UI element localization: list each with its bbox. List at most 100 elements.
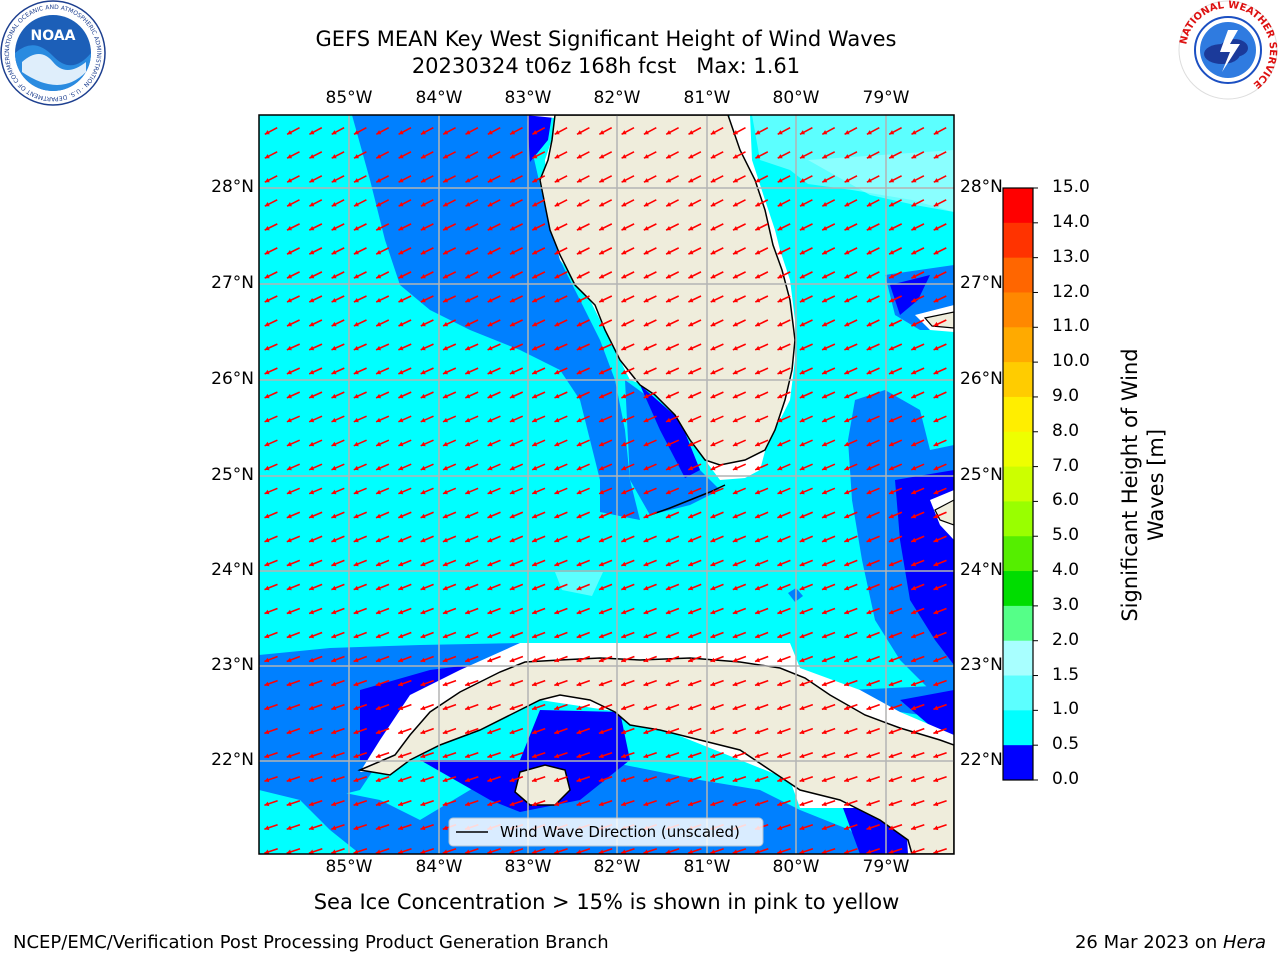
wind-arrow (710, 151, 724, 159)
wind-arrow (442, 367, 457, 375)
wind-arrow (620, 655, 635, 663)
wind-arrow (777, 800, 791, 807)
wind-arrow (621, 487, 635, 495)
wind-arrow (910, 535, 925, 543)
wind-arrow (509, 391, 524, 399)
wind-arrow (442, 247, 457, 255)
wind-arrow (665, 751, 680, 759)
wind-arrow (353, 415, 367, 423)
wind-arrow (353, 607, 367, 615)
wind-arrow (375, 343, 390, 351)
colorbar-label-line2: Waves [m] (1144, 428, 1168, 542)
wind-arrow (531, 439, 546, 447)
wind-arrow (598, 751, 613, 759)
wind-arrow (821, 607, 836, 615)
wind-arrow (911, 175, 925, 183)
wind-arrow (286, 800, 301, 807)
wind-arrow (643, 775, 657, 783)
wind-arrow (621, 175, 635, 183)
wind-arrow (777, 679, 791, 687)
wind-arrow (308, 751, 323, 759)
wind-arrow (866, 319, 880, 327)
wind-arrow (598, 295, 613, 303)
land-florida (539, 115, 796, 466)
wind-arrow (598, 559, 613, 567)
wind-arrow (308, 415, 323, 423)
wind-arrow (442, 775, 457, 783)
colorbar-segment (1003, 640, 1033, 677)
wind-arrow (397, 703, 412, 711)
wind-arrow (621, 367, 635, 375)
wind-arrow (933, 463, 947, 471)
colorbar-tick-label: 0.5 (1052, 734, 1080, 755)
wind-arrow (331, 487, 345, 495)
wind-arrow (799, 559, 813, 567)
wind-arrow (442, 511, 457, 519)
wind-arrow (732, 319, 746, 327)
wind-arrow (754, 343, 769, 351)
wind-arrow (643, 800, 657, 807)
wind-arrow (643, 487, 657, 495)
wind-arrow (821, 463, 836, 471)
colorbar-tick-label: 6.0 (1052, 490, 1080, 511)
wind-arrow (576, 679, 591, 687)
wind-arrow (911, 223, 925, 231)
wind-arrow (598, 800, 613, 807)
wind-arrow (643, 319, 657, 327)
wind-arrow (643, 463, 657, 471)
wind-arrow (397, 848, 412, 854)
wind-arrow (353, 679, 368, 687)
wind-arrow (643, 295, 657, 303)
wind-arrow (643, 607, 657, 615)
wind-arrow (375, 175, 390, 183)
wind-arrow (442, 487, 457, 495)
wind-arrow (754, 655, 769, 663)
wind-arrow (353, 559, 367, 567)
wind-arrow (732, 655, 747, 663)
wind-arrow (888, 175, 902, 183)
wind-arrow (754, 848, 769, 854)
wind-arrow (821, 487, 836, 495)
wind-arrow (821, 800, 836, 807)
wind-arrow (799, 271, 813, 279)
wind-arrow (621, 151, 635, 159)
wind-arrow (353, 247, 367, 255)
wind-arrow (754, 559, 769, 567)
wind-arrow (286, 679, 301, 687)
wind-arrow (866, 727, 880, 735)
wind-arrow (688, 223, 702, 231)
wind-arrow (598, 343, 613, 351)
wind-arrow (732, 415, 747, 423)
wind-arrow (264, 199, 278, 207)
wind-arrow (308, 800, 323, 807)
wind-arrow (777, 727, 791, 735)
wind-arrow (844, 439, 858, 447)
wind-arrow (933, 679, 947, 687)
wind-arrow (933, 247, 947, 255)
wind-arrow (754, 295, 769, 303)
wind-arrow (643, 223, 657, 231)
bottom-lon-label: 81°W (683, 857, 731, 877)
wind-arrow (665, 800, 680, 807)
wind-arrow (866, 751, 880, 759)
wind-arrow (643, 583, 657, 591)
wind-arrow (465, 247, 479, 255)
wind-arrow (464, 800, 479, 807)
wind-arrow (331, 511, 345, 519)
wind-arrow (866, 511, 880, 519)
wind-arrow (598, 607, 613, 615)
wind-arrow (687, 463, 702, 471)
wind-arrow (509, 247, 523, 255)
wind-arrow (442, 439, 457, 447)
wind-arrow (398, 559, 412, 567)
wind-arrow (866, 703, 880, 711)
wind-arrow (420, 775, 434, 783)
wind-arrow (754, 319, 769, 327)
wind-arrow (331, 439, 345, 447)
wind-arrow (353, 151, 367, 159)
wind-arrow (866, 223, 880, 231)
top-lon-label: 83°W (504, 88, 552, 108)
wind-arrow (777, 751, 791, 759)
wind-arrow (397, 800, 412, 807)
left-lat-label: 22°N (211, 750, 254, 770)
